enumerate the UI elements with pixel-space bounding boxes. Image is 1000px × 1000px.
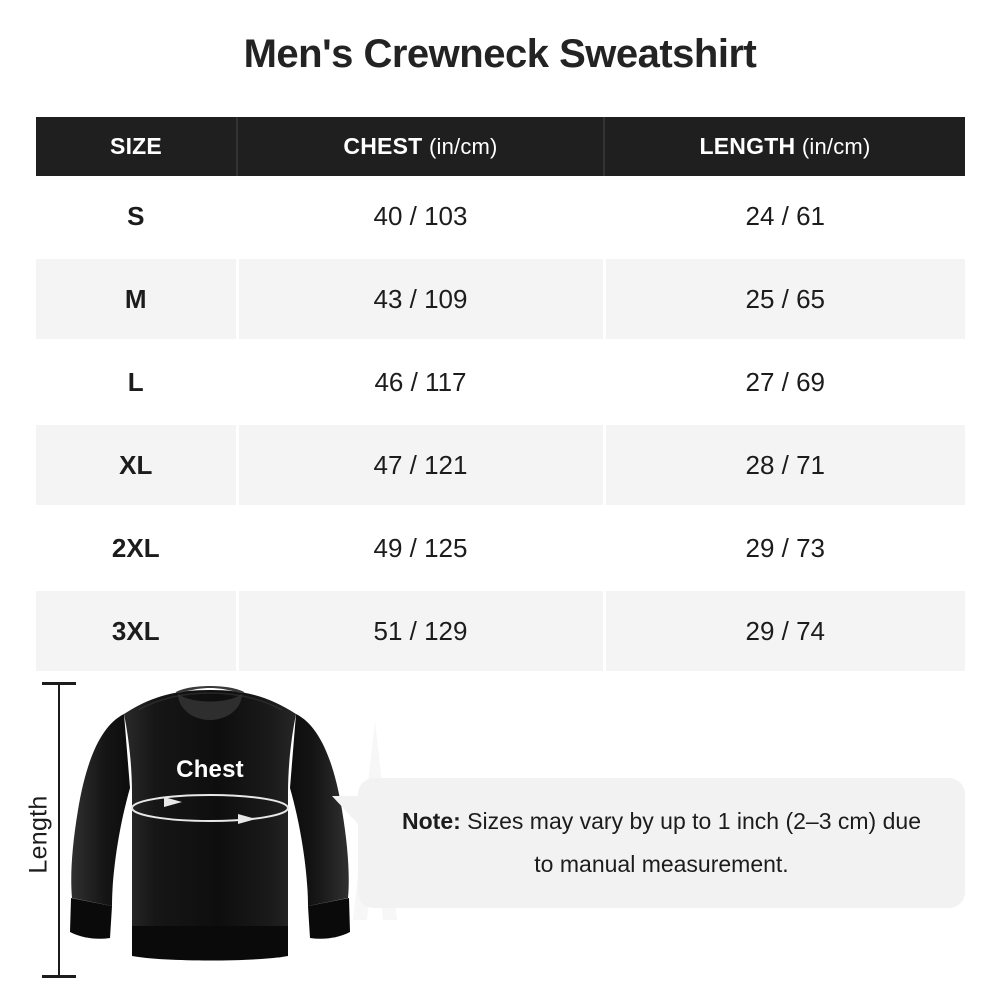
table-row: XL 47 / 121 28 / 71 — [36, 423, 965, 508]
table-row: M 43 / 109 25 / 65 — [36, 257, 965, 342]
column-header-chest: CHEST (in/cm) — [237, 117, 605, 176]
cell-size: S — [36, 176, 239, 259]
cell-chest: 46 / 117 — [237, 340, 606, 425]
cuff-right — [308, 898, 350, 939]
length-dimension-cap-bottom — [42, 975, 76, 978]
note-lead: Note: — [402, 808, 461, 835]
waistband — [132, 926, 288, 961]
cell-size: 2XL — [36, 506, 239, 591]
shoulder-seam-left — [137, 692, 211, 711]
sleeve-right — [290, 714, 349, 906]
column-header-size: SIZE — [36, 117, 238, 176]
table-body: S 40 / 103 24 / 61 M 43 / 109 25 / 65 L … — [36, 176, 965, 671]
cell-chest: 51 / 129 — [237, 589, 606, 671]
table-row: L 46 / 117 27 / 69 — [36, 340, 965, 425]
cell-size: XL — [36, 423, 239, 508]
size-chart-table: SIZE CHEST (in/cm) LENGTH (in/cm) S 40 /… — [36, 117, 965, 671]
cuff-left — [70, 898, 112, 939]
column-header-chest-label: CHEST — [343, 133, 423, 159]
column-header-chest-unit: (in/cm) — [428, 134, 498, 159]
chest-arrow-bottom — [238, 814, 256, 824]
table-row: S 40 / 103 24 / 61 — [36, 176, 965, 259]
note-text: Note: Sizes may vary by up to 1 inch (2–… — [392, 800, 931, 885]
sleeve-left — [71, 714, 130, 906]
column-header-length-unit: (in/cm) — [801, 134, 871, 159]
column-header-length-label: LENGTH — [699, 133, 796, 159]
cell-length: 29 / 73 — [604, 506, 965, 591]
chest-measure-ellipse — [131, 794, 289, 822]
length-dimension-indicator: Length — [20, 682, 80, 978]
collar — [178, 694, 242, 720]
table-row: 2XL 49 / 125 29 / 73 — [36, 506, 965, 591]
cell-length: 24 / 61 — [604, 176, 965, 259]
table-header-row: SIZE CHEST (in/cm) LENGTH (in/cm) — [36, 117, 965, 176]
length-dimension-label: Length — [20, 779, 58, 890]
shirt-body — [124, 690, 296, 928]
cell-chest: 49 / 125 — [237, 506, 606, 591]
cell-chest: 47 / 121 — [237, 423, 606, 508]
column-header-size-label: SIZE — [110, 133, 162, 159]
cell-chest: 43 / 109 — [237, 257, 606, 342]
table-row: 3XL 51 / 129 29 / 74 — [36, 589, 965, 671]
note-body: Sizes may vary by up to 1 inch (2–3 cm) … — [460, 808, 921, 877]
sweatshirt-image: Chest — [60, 670, 360, 990]
shoulder-seam-right — [209, 692, 283, 711]
column-header-length: LENGTH (in/cm) — [604, 117, 965, 176]
cell-length: 28 / 71 — [604, 423, 965, 508]
collar-rib — [176, 686, 244, 694]
cell-length: 25 / 65 — [604, 257, 965, 342]
cell-size: M — [36, 257, 239, 342]
chest-arrow-top — [164, 797, 182, 807]
callout-tail-icon — [332, 796, 360, 826]
page-title: Men's Crewneck Sweatshirt — [243, 32, 757, 76]
length-dimension-line — [58, 682, 60, 978]
cell-length: 27 / 69 — [604, 340, 965, 425]
note-callout: Note: Sizes may vary by up to 1 inch (2–… — [332, 778, 965, 908]
cell-size: 3XL — [36, 589, 239, 671]
table-header: SIZE CHEST (in/cm) LENGTH (in/cm) — [36, 117, 965, 176]
cell-chest: 40 / 103 — [237, 176, 606, 259]
cell-length: 29 / 74 — [604, 589, 965, 671]
sweatshirt-icon — [70, 686, 350, 961]
cell-size: L — [36, 340, 239, 425]
